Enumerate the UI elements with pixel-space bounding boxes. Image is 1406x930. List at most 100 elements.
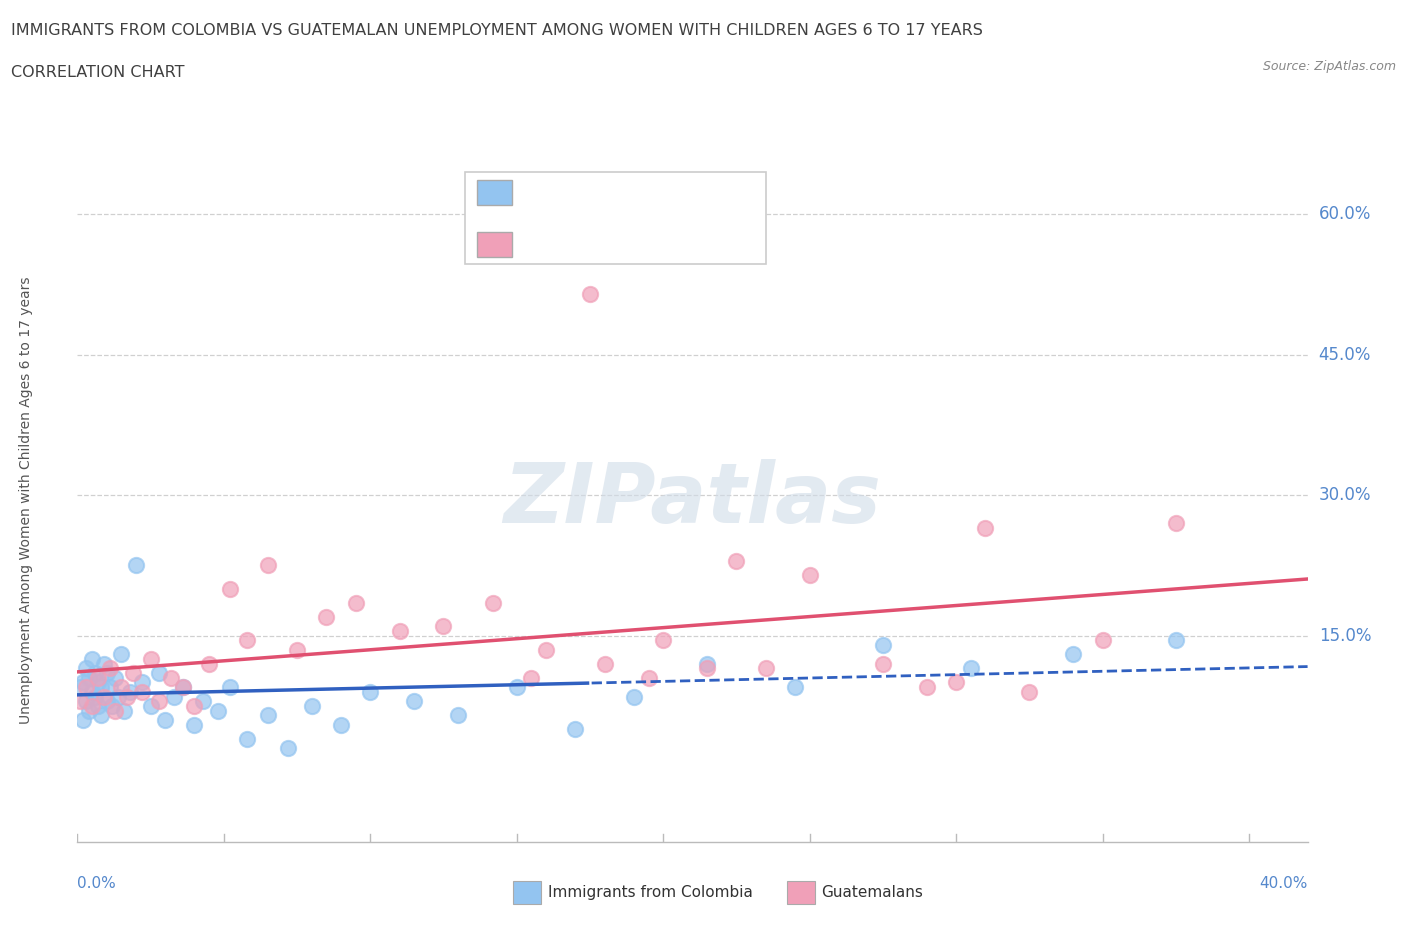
- Point: [183, 717, 205, 732]
- Point: [104, 671, 127, 685]
- Point: [101, 698, 124, 713]
- Point: [148, 694, 170, 709]
- Point: [131, 684, 153, 699]
- Point: [872, 657, 894, 671]
- Point: [959, 661, 981, 676]
- Point: [69, 694, 91, 709]
- Point: [139, 698, 162, 713]
- Point: [520, 671, 543, 685]
- Text: 45.0%: 45.0%: [1319, 346, 1371, 364]
- Point: [107, 689, 129, 704]
- Point: [783, 680, 806, 695]
- Point: [98, 680, 121, 695]
- Text: Guatemalans: Guatemalans: [821, 885, 922, 900]
- Point: [198, 657, 221, 671]
- Point: [799, 567, 821, 582]
- Point: [696, 657, 718, 671]
- Point: [75, 694, 97, 709]
- Point: [98, 661, 121, 676]
- Point: [122, 666, 145, 681]
- Point: [1062, 647, 1084, 662]
- Point: [1164, 516, 1187, 531]
- Point: [482, 595, 505, 610]
- Point: [755, 661, 778, 676]
- Point: [112, 703, 135, 718]
- Point: [96, 694, 118, 709]
- Point: [139, 652, 162, 667]
- Point: [77, 703, 100, 718]
- Point: [131, 675, 153, 690]
- Point: [96, 666, 118, 681]
- Point: [110, 647, 132, 662]
- Text: Immigrants from Colombia: Immigrants from Colombia: [548, 885, 754, 900]
- Point: [1091, 633, 1114, 648]
- Point: [344, 595, 367, 610]
- Point: [148, 666, 170, 681]
- Point: [183, 698, 205, 713]
- Point: [125, 558, 148, 573]
- Point: [87, 698, 110, 713]
- Point: [80, 684, 103, 699]
- Text: 15.0%: 15.0%: [1319, 627, 1371, 644]
- Point: [72, 675, 94, 690]
- Point: [1018, 684, 1040, 699]
- Point: [534, 643, 557, 658]
- Point: [277, 740, 299, 755]
- Point: [506, 680, 529, 695]
- Point: [110, 680, 132, 695]
- FancyBboxPatch shape: [477, 179, 512, 205]
- Point: [93, 657, 115, 671]
- Point: [579, 286, 602, 301]
- Point: [193, 694, 215, 709]
- Text: ZIPatlas: ZIPatlas: [503, 459, 882, 540]
- Point: [696, 661, 718, 676]
- Point: [315, 609, 337, 624]
- Point: [623, 689, 645, 704]
- Text: R = 0.079   N = 53: R = 0.079 N = 53: [526, 180, 683, 198]
- Point: [359, 684, 381, 699]
- Point: [87, 675, 110, 690]
- Point: [153, 712, 177, 727]
- Point: [90, 708, 112, 723]
- Text: 60.0%: 60.0%: [1319, 206, 1371, 223]
- Point: [115, 689, 138, 704]
- Text: Source: ZipAtlas.com: Source: ZipAtlas.com: [1263, 60, 1396, 73]
- Point: [163, 689, 186, 704]
- Point: [564, 722, 586, 737]
- Point: [329, 717, 352, 732]
- Point: [1164, 633, 1187, 648]
- Point: [160, 671, 183, 685]
- Point: [915, 680, 938, 695]
- Point: [945, 675, 967, 690]
- Point: [236, 633, 259, 648]
- Point: [120, 684, 141, 699]
- FancyBboxPatch shape: [477, 232, 512, 258]
- Point: [236, 731, 259, 746]
- Point: [104, 703, 127, 718]
- Point: [172, 680, 194, 695]
- Point: [974, 521, 997, 536]
- Point: [172, 680, 194, 695]
- Point: [637, 671, 659, 685]
- Point: [84, 689, 107, 704]
- Text: R = 0.386   N = 43: R = 0.386 N = 43: [526, 233, 683, 251]
- Point: [872, 638, 894, 653]
- Point: [725, 553, 748, 568]
- Point: [72, 712, 94, 727]
- Point: [218, 581, 240, 596]
- FancyBboxPatch shape: [465, 172, 766, 264]
- Point: [75, 680, 97, 695]
- Point: [75, 661, 97, 676]
- Point: [447, 708, 470, 723]
- Text: IMMIGRANTS FROM COLOMBIA VS GUATEMALAN UNEMPLOYMENT AMONG WOMEN WITH CHILDREN AG: IMMIGRANTS FROM COLOMBIA VS GUATEMALAN U…: [11, 23, 983, 38]
- Text: 0.0%: 0.0%: [77, 876, 117, 891]
- Point: [77, 671, 100, 685]
- Point: [80, 698, 103, 713]
- Point: [256, 558, 278, 573]
- Point: [218, 680, 240, 695]
- Point: [84, 666, 107, 681]
- Point: [404, 694, 426, 709]
- Point: [256, 708, 278, 723]
- Point: [90, 680, 112, 695]
- Point: [93, 689, 115, 704]
